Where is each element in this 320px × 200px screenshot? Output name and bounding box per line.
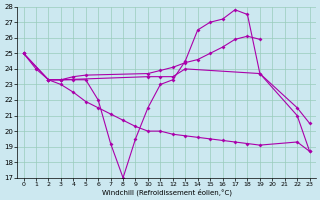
X-axis label: Windchill (Refroidissement éolien,°C): Windchill (Refroidissement éolien,°C) — [101, 188, 232, 196]
